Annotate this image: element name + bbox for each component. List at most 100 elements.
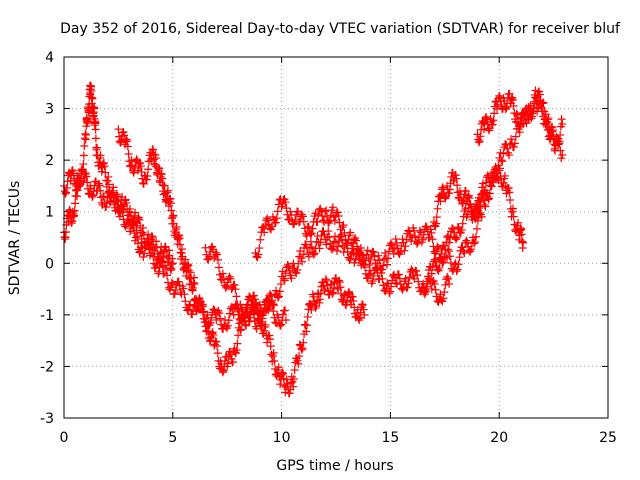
data-point: [91, 134, 100, 143]
data-point: [353, 242, 362, 251]
data-point: [213, 308, 222, 317]
data-point: [263, 304, 272, 313]
data-point: [453, 265, 462, 274]
data-point: [485, 177, 494, 186]
data-point: [224, 316, 233, 325]
data-point: [239, 313, 248, 322]
data-point: [283, 380, 292, 389]
data-point: [297, 345, 306, 354]
data-point: [477, 212, 486, 221]
data-point: [344, 289, 353, 298]
series-track-h: [419, 93, 567, 295]
data-point: [166, 199, 175, 208]
data-point: [260, 228, 269, 237]
data-point: [114, 207, 123, 216]
data-point: [355, 248, 364, 257]
data-point: [458, 199, 467, 208]
data-point: [348, 244, 357, 253]
data-point: [315, 205, 324, 214]
data-point: [497, 156, 506, 165]
data-point: [444, 231, 453, 240]
data-point: [339, 291, 348, 300]
series-track-b: [60, 166, 177, 275]
data-point: [70, 206, 79, 215]
data-point: [219, 366, 228, 375]
data-point: [507, 135, 516, 144]
data-point: [558, 120, 567, 129]
data-point: [155, 164, 164, 173]
data-point: [354, 314, 363, 323]
data-point: [467, 203, 476, 212]
data-point: [316, 295, 325, 304]
data-point: [205, 252, 214, 261]
data-point: [498, 157, 507, 166]
data-point: [446, 233, 455, 242]
y-tick-label: -2: [40, 359, 54, 375]
data-point: [279, 274, 288, 283]
data-point: [252, 252, 261, 261]
data-point: [276, 380, 285, 389]
data-point: [428, 277, 437, 286]
data-point: [100, 162, 109, 171]
y-axis-label: SDTVAR / TECUs: [7, 181, 23, 296]
data-point: [336, 283, 345, 292]
data-point: [249, 310, 258, 319]
data-point: [455, 253, 464, 262]
data-point: [360, 310, 369, 319]
data-point: [242, 321, 251, 330]
data-point: [140, 249, 149, 258]
x-tick-label: 10: [273, 430, 291, 446]
data-point: [451, 235, 460, 244]
data-point: [172, 222, 181, 231]
data-point: [309, 292, 318, 301]
data-point: [394, 248, 403, 257]
data-point: [96, 186, 105, 195]
data-point: [363, 246, 372, 255]
data-point: [278, 368, 287, 377]
data-point: [412, 267, 421, 276]
data-point: [311, 303, 320, 312]
data-point: [355, 313, 364, 322]
data-point: [557, 115, 566, 124]
data-point: [506, 196, 515, 205]
data-point: [346, 254, 355, 263]
data-point: [308, 224, 317, 233]
data-point: [370, 252, 379, 261]
data-point: [383, 279, 392, 288]
data-point: [480, 186, 489, 195]
data-point: [489, 168, 498, 177]
data-point: [101, 168, 110, 177]
data-point: [438, 259, 447, 268]
data-point: [481, 178, 490, 187]
data-point: [282, 204, 291, 213]
data-point: [508, 204, 517, 213]
data-point: [226, 274, 235, 283]
x-tick-label: 0: [60, 430, 69, 446]
data-point: [379, 261, 388, 270]
data-point: [491, 174, 500, 183]
data-point: [190, 279, 199, 288]
data-point: [199, 302, 208, 311]
data-point: [68, 216, 77, 225]
data-point: [166, 283, 175, 292]
data-point: [74, 181, 83, 190]
data-point: [323, 233, 332, 242]
data-point: [275, 287, 284, 296]
data-point: [494, 161, 503, 170]
data-point: [508, 96, 517, 105]
data-point: [248, 305, 257, 314]
data-point: [184, 305, 193, 314]
series-track-i: [473, 86, 567, 155]
data-point: [438, 183, 447, 192]
data-point: [322, 240, 331, 249]
data-point: [256, 321, 265, 330]
data-point: [294, 259, 303, 268]
data-point: [532, 94, 541, 103]
data-point: [240, 312, 249, 321]
data-point: [378, 265, 387, 274]
data-point: [269, 300, 278, 309]
x-tick-label: 5: [168, 430, 177, 446]
data-point: [302, 321, 311, 330]
data-point: [236, 300, 245, 309]
data-point: [127, 156, 136, 165]
